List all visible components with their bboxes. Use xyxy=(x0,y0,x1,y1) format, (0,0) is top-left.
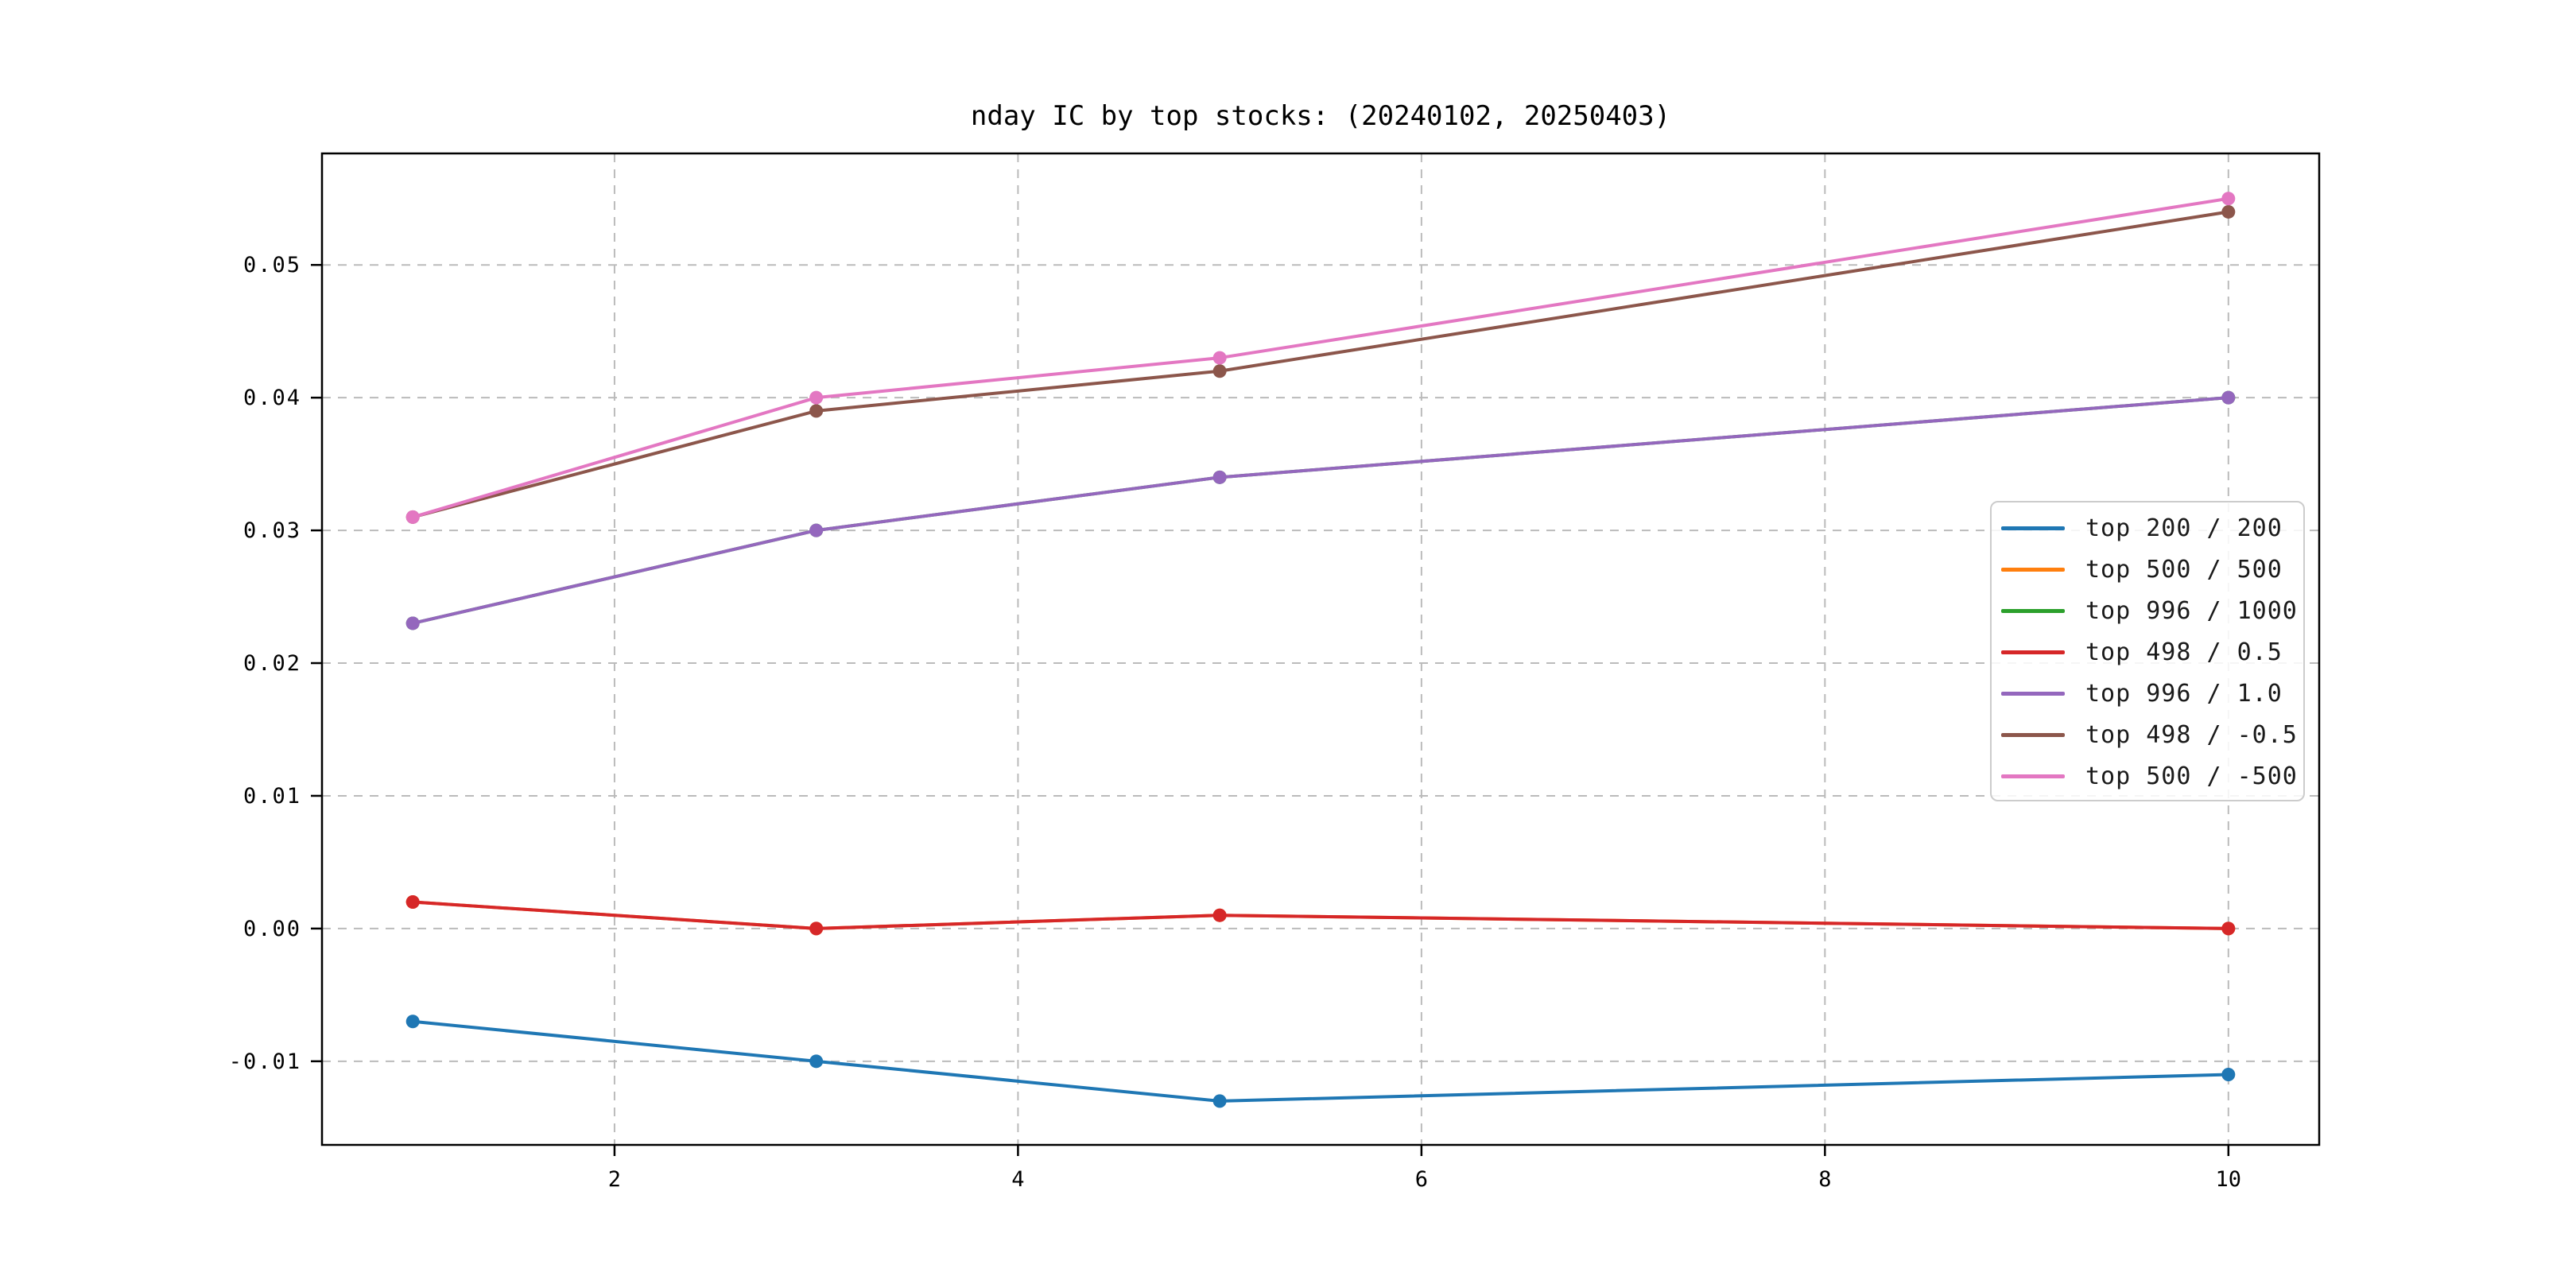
legend-item-label: top 996 / 1.0 xyxy=(2085,679,2283,708)
y-tick-label: 0.03 xyxy=(243,518,301,543)
legend-item-label: top 498 / -0.5 xyxy=(2085,720,2298,749)
data-point-marker xyxy=(2221,1068,2236,1082)
series-line xyxy=(411,210,2230,519)
x-tick-label: 6 xyxy=(1415,1167,1428,1192)
legend-line-swatch xyxy=(2001,608,2065,613)
legend-item: top 498 / -0.5 xyxy=(1992,714,2303,755)
data-point-marker xyxy=(2221,921,2236,936)
legend-item: top 500 / -500 xyxy=(1992,755,2303,797)
plot-border xyxy=(320,152,2321,1146)
y-tick-label: 0.00 xyxy=(243,917,301,941)
y-tick-label: 0.01 xyxy=(243,784,301,809)
data-point-marker xyxy=(809,921,824,936)
legend-item: top 996 / 1000 xyxy=(1992,590,2303,631)
legend-item-label: top 500 / 500 xyxy=(2085,555,2283,584)
data-point-marker xyxy=(405,1014,420,1029)
data-point-marker xyxy=(2221,390,2236,405)
legend-item: top 200 / 200 xyxy=(1992,507,2303,549)
legend-item-label: top 500 / -500 xyxy=(2085,762,2298,790)
data-point-marker xyxy=(809,1054,824,1069)
data-point-marker xyxy=(405,616,420,630)
data-point-marker xyxy=(1212,351,1227,365)
x-tick-label: 8 xyxy=(1818,1167,1831,1192)
legend-line-swatch xyxy=(2001,774,2065,778)
y-tick-label: 0.04 xyxy=(243,386,301,410)
x-tick-label: 10 xyxy=(2216,1167,2242,1192)
legend-line-swatch xyxy=(2001,650,2065,654)
legend-item-label: top 996 / 1000 xyxy=(2085,596,2298,625)
series-line xyxy=(411,1019,2230,1103)
series-line xyxy=(411,396,2230,625)
data-point-marker xyxy=(1212,470,1227,484)
data-point-marker xyxy=(2221,192,2236,206)
data-point-marker xyxy=(809,404,824,418)
y-tick-label: 0.02 xyxy=(243,651,301,676)
chart-title: nday IC by top stocks: (20240102, 202504… xyxy=(970,100,1671,132)
legend-item-label: top 200 / 200 xyxy=(2085,514,2283,542)
data-point-marker xyxy=(405,895,420,910)
y-tick-label: 0.05 xyxy=(243,253,301,277)
legend-item: top 996 / 1.0 xyxy=(1992,673,2303,714)
data-point-marker xyxy=(2221,204,2236,219)
x-tick-label: 2 xyxy=(608,1167,621,1192)
legend-item: top 498 / 0.5 xyxy=(1992,631,2303,673)
legend-item-label: top 498 / 0.5 xyxy=(2085,638,2283,666)
y-tick-label: -0.01 xyxy=(229,1049,301,1074)
data-point-marker xyxy=(405,510,420,524)
data-point-marker xyxy=(809,390,824,405)
legend-item: top 500 / 500 xyxy=(1992,549,2303,590)
legend-line-swatch xyxy=(2001,567,2065,572)
legend-line-swatch xyxy=(2001,732,2065,737)
series-line xyxy=(411,196,2230,519)
data-point-marker xyxy=(1212,908,1227,922)
x-tick-label: 4 xyxy=(1011,1167,1024,1192)
data-point-marker xyxy=(1212,1094,1227,1108)
legend-line-swatch xyxy=(2001,526,2065,530)
legend: top 200 / 200 top 500 / 500 top 996 / 10… xyxy=(1990,501,2305,801)
data-point-marker xyxy=(809,523,824,537)
series-line xyxy=(411,900,2230,930)
series-line xyxy=(411,396,2230,625)
data-point-marker xyxy=(1212,364,1227,378)
legend-line-swatch xyxy=(2001,691,2065,696)
